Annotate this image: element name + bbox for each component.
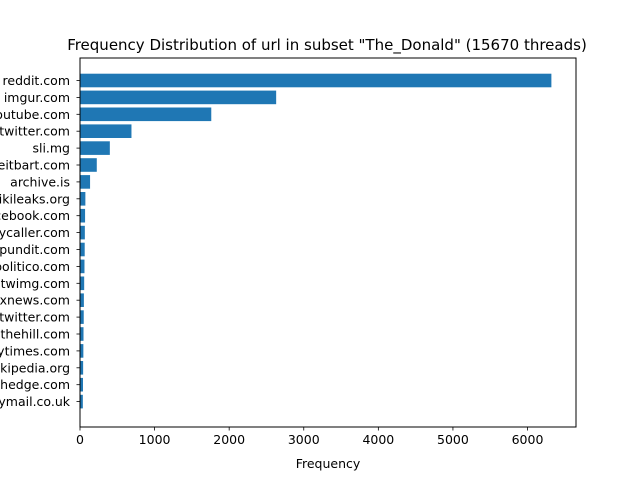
bar (80, 276, 85, 291)
y-tick-label: pundit.com (0, 242, 70, 257)
bar (80, 293, 84, 307)
y-tick-label: sli.mg (32, 141, 70, 156)
y-tick-label: twimg.com (1, 276, 70, 291)
y-tick-label: nytimes.com (0, 343, 70, 358)
y-tick-label: imgur.com (4, 90, 70, 105)
bar (80, 394, 83, 409)
bar (80, 259, 85, 274)
y-tick-label: youtube.com (0, 107, 70, 122)
y-tick-label: facebook.com (0, 208, 70, 223)
bar (80, 310, 84, 324)
y-tick-label: twitter.com (0, 124, 70, 139)
y-tick-label: wikileaks.org (0, 191, 70, 206)
bar (80, 175, 91, 189)
x-tick-label: 4000 (362, 432, 394, 447)
y-tick-label: dailymail.co.uk (0, 394, 71, 409)
bar (80, 225, 85, 240)
y-tick-label: wikipedia.org (0, 360, 70, 375)
x-tick-label: 0 (76, 432, 84, 447)
y-tick-label: dailycaller.com (0, 225, 70, 240)
y-tick-label: politico.com (0, 259, 70, 274)
bar (80, 361, 84, 375)
y-tick-label: zerohedge.com (0, 377, 70, 392)
x-tick-label: 1000 (139, 432, 171, 447)
plot-frame (79, 57, 577, 428)
x-tick-label: 5000 (437, 432, 469, 447)
chart-title: Frequency Distribution of url in subset … (67, 36, 587, 55)
bar (80, 141, 110, 155)
x-tick-label: 2000 (213, 432, 245, 447)
y-tick-label: reddit.com (3, 73, 70, 88)
bar (80, 124, 132, 138)
bar (80, 344, 84, 358)
bar (80, 90, 277, 105)
y-tick-label: twitter.com (0, 310, 70, 325)
y-tick-label: foxnews.com (0, 293, 70, 308)
bars-group (80, 73, 552, 409)
bar (80, 242, 85, 257)
x-axis-label: Frequency (296, 456, 361, 471)
bar (80, 208, 86, 223)
y-tick-label: archive.is (10, 174, 70, 189)
x-tick-label: 6000 (512, 432, 544, 447)
bar (80, 158, 97, 172)
x-tick-group: 0 1000 2000 3000 4000 5000 6000 (76, 427, 543, 447)
bar (80, 107, 212, 122)
bar (80, 377, 83, 392)
bar (80, 327, 84, 341)
bar (80, 73, 552, 88)
y-tick-group: reddit.com imgur.com youtube.com twitter.co… (0, 73, 80, 409)
x-tick-label: 3000 (288, 432, 320, 447)
y-tick-label: breitbart.com (0, 158, 70, 173)
bar (80, 192, 86, 206)
y-tick-label: thehill.com (0, 327, 70, 342)
